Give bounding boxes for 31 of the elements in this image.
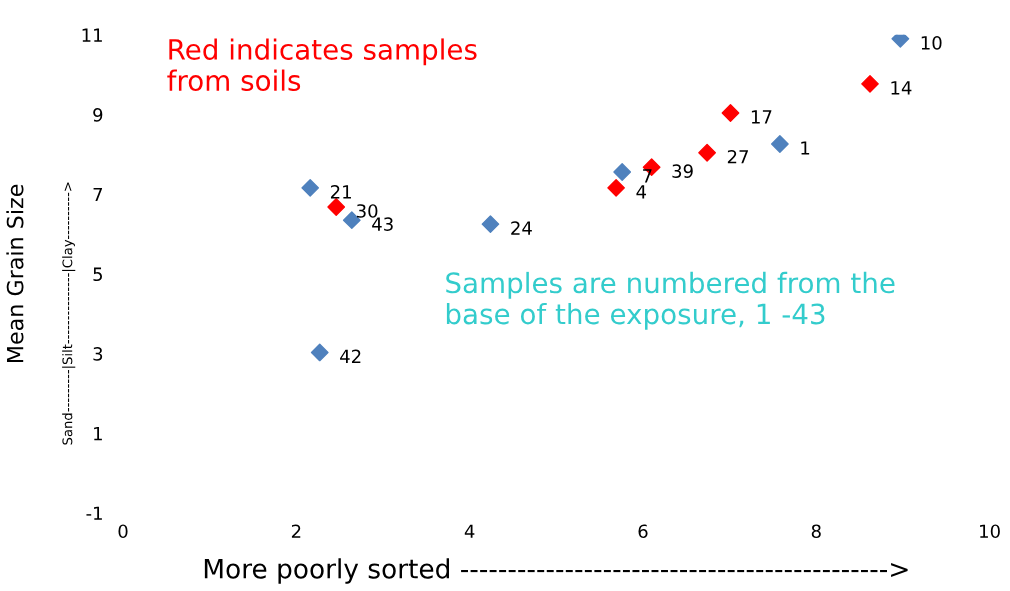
annotation: 1	[801, 141, 810, 155]
y-axis-title: Mean Grain Size	[6, 184, 24, 363]
x-tick-label: 8	[811, 524, 821, 539]
y-tick-label: -1	[86, 506, 102, 520]
annotation: 17	[751, 110, 772, 124]
text: Sand---------|Silt---------------|Clay---------->	[62, 182, 76, 445]
annotation: 14	[891, 81, 912, 95]
x-tick-label: 6	[638, 524, 648, 539]
annotation: 21	[330, 185, 351, 199]
y-tick-label: 1	[94, 427, 102, 441]
annotation: 39	[672, 164, 693, 178]
annotation: Red indicates samples from soils	[167, 38, 477, 92]
y-tick-label: 9	[93, 108, 103, 122]
annotation: 42	[340, 349, 361, 363]
annotation: 27	[727, 149, 748, 164]
annotation: 43	[372, 217, 393, 231]
y-tick-label: 7	[93, 187, 103, 202]
y-tick-label: 11	[82, 28, 102, 42]
x-axis-title: More poorly sorted --------------------------------------------->	[204, 558, 908, 584]
annotation: 7	[643, 169, 652, 183]
x-tick-label: 4	[464, 524, 475, 538]
x-tick-label: 10	[980, 524, 1000, 539]
annotation: Samples are numbered from the base of the exposure, 1 -43	[446, 271, 895, 330]
y-tick-label: 5	[93, 267, 102, 282]
x-tick-label: 0	[118, 524, 128, 539]
annotation: 24	[511, 221, 532, 235]
annotation: 30	[357, 204, 378, 218]
x-tick-label: 2	[291, 524, 301, 538]
annotation: 4	[636, 185, 647, 199]
y-tick-label: 3	[93, 347, 103, 361]
annotation: 10	[921, 35, 942, 50]
